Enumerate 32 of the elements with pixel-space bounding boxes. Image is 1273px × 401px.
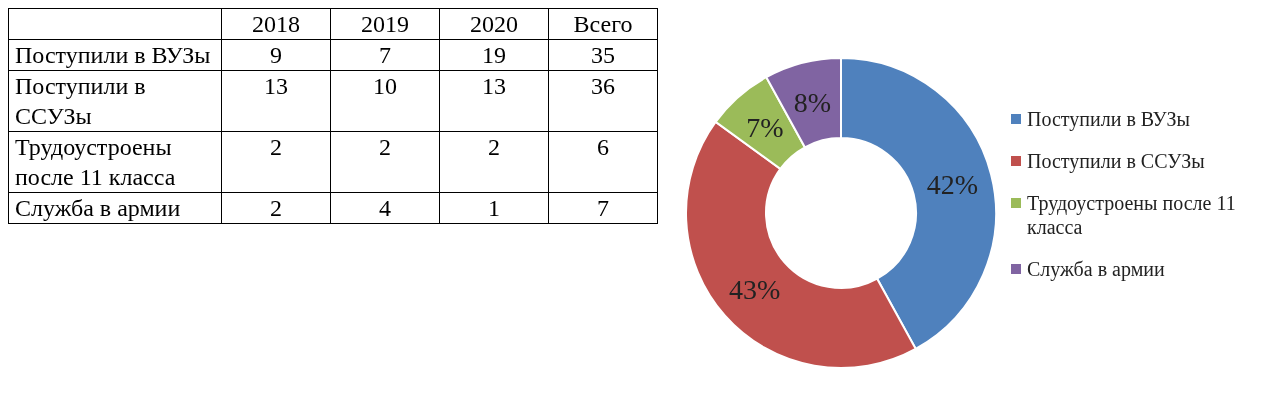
data-label: 9 bbox=[221, 39, 331, 71]
data-label: 7 bbox=[548, 192, 658, 224]
data-label: 8% bbox=[793, 86, 832, 118]
data-label: 42% bbox=[926, 169, 979, 201]
legend-label: Служба в армии bbox=[1027, 257, 1165, 281]
x-tick-label: Всего bbox=[548, 8, 658, 40]
data-label: 1 bbox=[439, 192, 549, 224]
y-tick-label: Поступили в ВУЗы bbox=[8, 39, 222, 71]
legend-label: Трудоустроены после 11 класса bbox=[1027, 191, 1237, 239]
data-label: 19 bbox=[439, 39, 549, 71]
data-label: 7 bbox=[330, 39, 440, 71]
legend-label: Поступили в ССУЗы bbox=[1027, 149, 1205, 173]
y-tick-label: Поступили в ССУЗы bbox=[8, 70, 222, 132]
y-tick-label: Трудоустроены после 11 класса bbox=[8, 131, 222, 193]
data-label: 4 bbox=[330, 192, 440, 224]
data-label: 2 bbox=[330, 131, 440, 193]
data-label: 13 bbox=[221, 70, 331, 132]
data-label: 2 bbox=[439, 131, 549, 193]
x-tick-label: 2020 bbox=[439, 8, 549, 40]
x-tick-label: 2018 bbox=[221, 8, 331, 40]
data-label: 36 bbox=[548, 70, 658, 132]
data-label: 10 bbox=[330, 70, 440, 132]
data-label: 2 bbox=[221, 131, 331, 193]
data-label: 43% bbox=[729, 273, 781, 305]
data-label: 6 bbox=[548, 131, 658, 193]
legend-label: Поступили в ВУЗы bbox=[1027, 107, 1190, 131]
data-label: 35 bbox=[548, 39, 658, 71]
data-label: 2 bbox=[221, 192, 331, 224]
data-label: 13 bbox=[439, 70, 549, 132]
data-label: 7% bbox=[746, 111, 784, 143]
y-tick-label: Служба в армии bbox=[8, 192, 222, 224]
x-tick-label: 2019 bbox=[330, 8, 440, 40]
